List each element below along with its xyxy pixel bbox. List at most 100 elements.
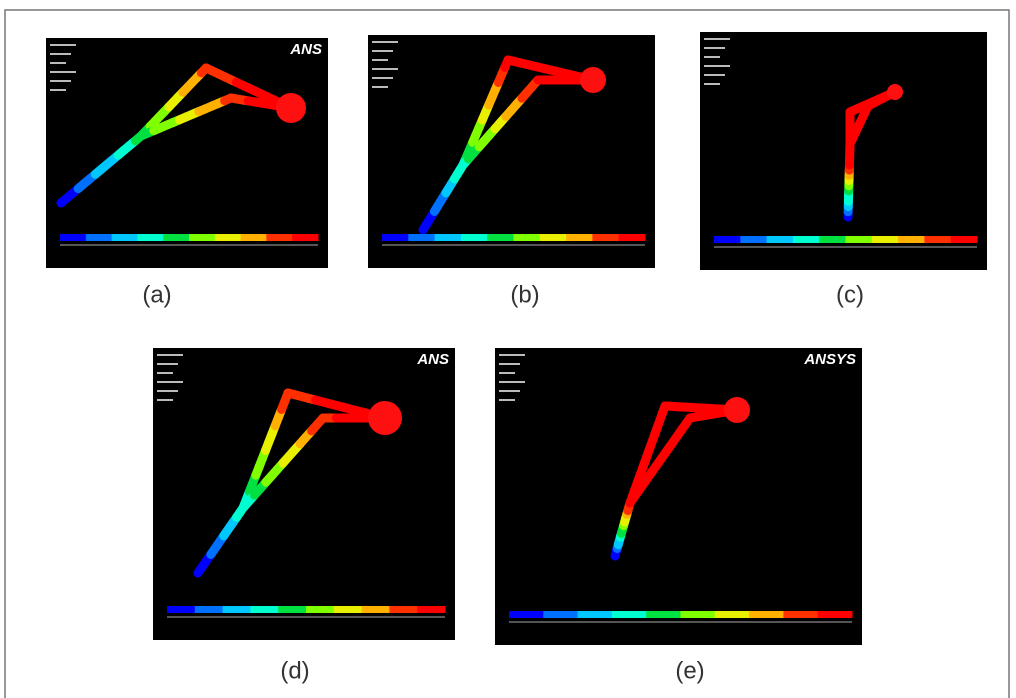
info-line [50,53,71,55]
legend-ticks [714,246,977,248]
legend-swatch [681,611,716,618]
end-effector [724,397,750,423]
legend-swatch [619,234,646,241]
info-line [157,363,178,365]
ansys-logo: ANS [416,351,449,368]
panel-image [368,35,655,268]
panel-label: (b) [510,281,539,308]
legend-swatch [362,606,390,613]
legend-swatch [578,611,613,618]
end-effector [368,401,402,435]
legend-swatch [514,234,541,241]
legend-swatch [306,606,334,613]
legend-swatch [215,234,241,241]
ansys-logo: ANS [289,41,322,58]
info-line [372,68,398,70]
legend-swatch [543,611,578,618]
legend-swatch [592,234,619,241]
legend-swatch [266,234,292,241]
info-line [704,56,720,58]
legend-swatch [819,236,846,243]
legend-swatch [137,234,163,241]
info-line [499,399,515,401]
info-line [50,44,76,46]
info-line [50,89,66,91]
legend-swatch [714,236,741,243]
legend-swatch [163,234,189,241]
legend-ticks [167,616,445,618]
legend-swatch [783,611,818,618]
panel-image [700,32,987,270]
info-line [157,372,173,374]
legend-swatch [250,606,278,613]
legend-ticks [60,244,318,246]
legend-swatch [223,606,251,613]
panel: ANS [46,38,328,268]
legend-swatch [540,234,567,241]
legend-swatch [872,236,899,243]
legend-swatch [60,234,86,241]
info-line [372,41,398,43]
info-line [704,38,730,40]
info-line [157,354,183,356]
info-line [157,381,183,383]
info-line [499,381,525,383]
legend-swatch [292,234,318,241]
legend-swatch [189,234,215,241]
info-line [372,59,388,61]
info-line [372,86,388,88]
legend-swatch [566,234,593,241]
legend-swatch [715,611,750,618]
info-line [499,363,520,365]
end-effector [276,93,306,123]
panel [368,35,655,268]
legend-swatch [389,606,417,613]
legend-swatch [818,611,853,618]
panel-image [46,38,328,268]
legend-swatch [417,606,445,613]
info-line [50,71,76,73]
legend-swatch [612,611,647,618]
end-effector [887,84,903,100]
info-line [704,47,725,49]
legend-swatch [461,234,488,241]
legend-swatch [846,236,873,243]
info-line [499,372,515,374]
legend-swatch [334,606,362,613]
info-line [499,354,525,356]
panel: ANSYS [495,348,862,645]
panel-label: (a) [142,281,171,308]
info-line [704,74,725,76]
legend-swatch [767,236,794,243]
legend-swatch [646,611,681,618]
ansys-logo: ANSYS [803,351,856,368]
figure: ANS (a) (b) (c) ANS (d) ANSYS (e) [0,0,1016,698]
legend-ticks [509,621,852,623]
legend-swatch [509,611,544,618]
legend-swatch [86,234,112,241]
legend-swatch [487,234,514,241]
panel-image [153,348,455,640]
legend-swatch [278,606,306,613]
info-line [157,399,173,401]
info-line [704,83,720,85]
info-line [704,65,730,67]
panel-label: (d) [280,657,309,684]
legend-swatch [749,611,784,618]
info-line [499,390,520,392]
legend-swatch [195,606,223,613]
panel-label: (e) [675,657,704,684]
legend-swatch [898,236,925,243]
legend-swatch [435,234,462,241]
legend-swatch [951,236,978,243]
info-line [157,390,178,392]
info-line [50,62,66,64]
panel: ANS [153,348,455,640]
info-line [372,50,393,52]
legend-swatch [167,606,195,613]
legend-swatch [241,234,267,241]
panel-label: (c) [836,281,864,308]
legend-swatch [112,234,138,241]
end-effector [580,67,606,93]
legend-swatch [408,234,435,241]
